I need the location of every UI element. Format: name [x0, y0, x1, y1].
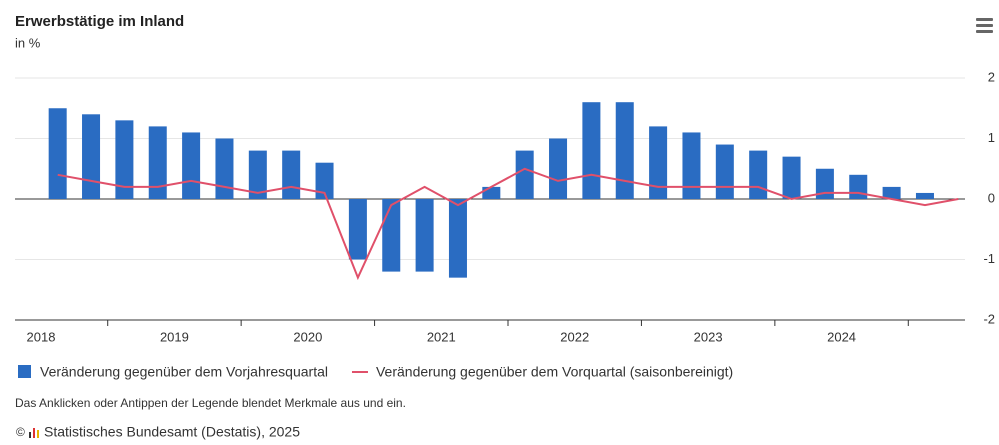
- menu-bar[interactable]: [976, 30, 993, 33]
- x-tick-label: 2020: [293, 329, 322, 344]
- x-tick-label: 2022: [560, 329, 589, 344]
- bar: [82, 114, 101, 199]
- bar: [415, 199, 434, 272]
- menu-icon[interactable]: [976, 18, 993, 33]
- menu-bar[interactable]: [976, 24, 993, 27]
- bar: [182, 132, 201, 199]
- y-tick-label: 2: [988, 69, 995, 84]
- y-tick-label: 1: [988, 130, 995, 145]
- bar: [215, 138, 234, 199]
- bar: [315, 162, 334, 199]
- bar: [482, 186, 501, 199]
- bar: [615, 102, 634, 199]
- bar: [749, 150, 768, 199]
- bar: [782, 156, 801, 199]
- x-tick-label: 2019: [160, 329, 189, 344]
- bar: [649, 126, 668, 199]
- bar: [515, 150, 534, 199]
- bar: [682, 132, 701, 199]
- bar: [882, 186, 901, 199]
- copyright-symbol: ©: [16, 425, 25, 439]
- bar: [115, 120, 134, 199]
- bar: [48, 108, 67, 199]
- chart-title: Erwerbstätige im Inland: [15, 13, 184, 30]
- menu-bar[interactable]: [976, 18, 993, 21]
- line: [57, 167, 959, 281]
- y-tick-label: -1: [983, 251, 995, 266]
- bar: [582, 102, 601, 199]
- note: Das Anklicken oder Antippen der Legende …: [15, 396, 406, 410]
- bar: [248, 150, 267, 199]
- chart-subtitle: in %: [15, 35, 41, 50]
- logo: [29, 428, 39, 438]
- bar: [448, 199, 467, 278]
- bar: [715, 144, 734, 199]
- x-tick-label: 2018: [27, 329, 56, 344]
- bar: [915, 192, 934, 199]
- bar: [282, 150, 301, 199]
- y-tick-label: 0: [988, 190, 995, 205]
- x-tick-label: 2021: [427, 329, 456, 344]
- credits: Statistisches Bundesamt (Destatis), 2025: [44, 424, 300, 440]
- bar: [549, 138, 568, 199]
- bar: [148, 126, 167, 199]
- bar: [348, 199, 367, 260]
- x-tick-label: 2023: [694, 329, 723, 344]
- bar: [382, 199, 401, 272]
- bar: [849, 174, 868, 199]
- legend-label[interactable]: Veränderung gegenüber dem Vorquartal (sa…: [376, 364, 733, 380]
- y-tick-label: -2: [983, 311, 995, 326]
- x-tick-label: 2024: [827, 329, 856, 344]
- legend-swatch[interactable]: [18, 365, 31, 378]
- bar: [815, 168, 834, 199]
- legend-label[interactable]: Veränderung gegenüber dem Vorjahresquart…: [40, 364, 328, 380]
